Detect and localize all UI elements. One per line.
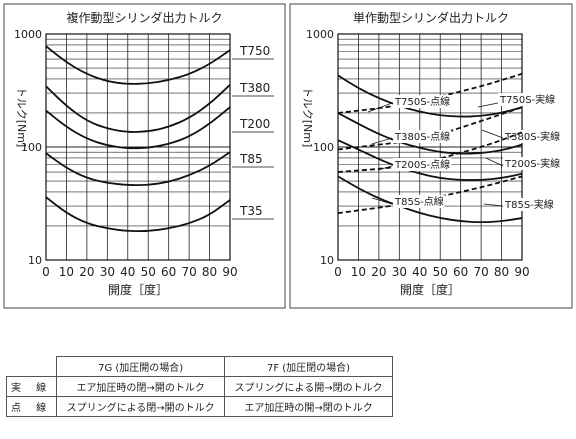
series-line xyxy=(337,175,523,224)
y-tick-label: 100 xyxy=(21,141,42,154)
table-cell: 実 線 xyxy=(5,376,58,397)
y-axis-label: トルク[Nm] xyxy=(301,87,314,148)
x-tick-label: 40 xyxy=(412,265,427,279)
table-cell: 点 線 xyxy=(5,396,58,417)
table-header-row: 7G (加圧開の場合) 7F (加圧閉の場合) xyxy=(6,356,393,377)
x-tick-label: 30 xyxy=(100,265,115,279)
series-label: T750S-実線 xyxy=(499,93,555,106)
label-background xyxy=(503,157,562,170)
series-label: T85S-実線 xyxy=(504,198,554,211)
series-leader-line xyxy=(485,157,504,167)
x-tick-label: 90 xyxy=(222,265,237,279)
plot-border xyxy=(337,33,523,261)
table-header-cell: 7F (加圧閉の場合) xyxy=(224,356,393,377)
table-cell: スプリングによる閉→開のトルク xyxy=(56,396,226,417)
y-tick-label: 10 xyxy=(28,254,42,267)
y-tick-label: 1000 xyxy=(306,28,334,41)
table-header-cell xyxy=(6,356,58,377)
label-background xyxy=(238,81,272,95)
series-label: T35 xyxy=(239,204,263,218)
series-label: T750 xyxy=(239,44,270,58)
x-tick-label: 50 xyxy=(141,265,156,279)
table-row: 実 線 エア加圧時の閉→開のトルク スプリングによる開→閉のトルク xyxy=(5,376,393,397)
label-background xyxy=(238,44,272,58)
series-leader-line xyxy=(481,129,504,139)
series-line xyxy=(45,106,231,150)
y-tick-label: 1000 xyxy=(14,28,42,41)
chart-title: 複作動型シリンダ出力トルク xyxy=(66,10,222,25)
series-label: T200S-点線 xyxy=(394,158,450,171)
series-label: T200 xyxy=(239,117,270,131)
x-tick-label: 40 xyxy=(120,265,135,279)
table-cell: エア加圧時の閉→開のトルク xyxy=(56,376,226,397)
label-background xyxy=(498,93,557,106)
plot-border xyxy=(45,33,231,261)
x-tick-label: 0 xyxy=(42,265,50,279)
label-background xyxy=(238,152,264,166)
x-axis-label: 開度［度］ xyxy=(400,282,460,297)
table-row: 点 線 スプリングによる閉→開のトルク エア加圧時の開→閉のトルク xyxy=(5,396,393,417)
legend-table: 7G (加圧開の場合) 7F (加圧閉の場合) 実 線 エア加圧時の閉→開のトル… xyxy=(5,356,393,417)
x-tick-label: 80 xyxy=(494,265,509,279)
table-cell: エア加圧時の開→閉のトルク xyxy=(224,396,393,417)
label-background xyxy=(393,158,452,171)
x-tick-label: 70 xyxy=(181,265,196,279)
chart-title: 単作動型シリンダ出力トルク xyxy=(353,10,509,25)
series-line xyxy=(337,139,523,181)
table-header-cell: 7G (加圧開の場合) xyxy=(56,356,226,377)
series-leader-line xyxy=(477,102,499,108)
label-background xyxy=(238,204,264,218)
chart-frame xyxy=(3,3,286,309)
x-tick-label: 20 xyxy=(79,265,94,279)
label-background xyxy=(393,195,445,208)
label-background xyxy=(393,130,452,143)
x-tick-label: 30 xyxy=(392,265,407,279)
series-leader-line xyxy=(377,165,393,171)
series-leader-line xyxy=(371,197,393,205)
series-label: T200S-実線 xyxy=(504,157,560,170)
series-label: T85S-点線 xyxy=(394,195,444,208)
y-axis-label: トルク[Nm] xyxy=(15,87,28,148)
x-tick-label: 10 xyxy=(351,265,366,279)
x-tick-label: 80 xyxy=(202,265,217,279)
x-tick-label: 90 xyxy=(514,265,529,279)
series-leader-line xyxy=(367,102,393,113)
series-leader-line xyxy=(371,137,393,145)
y-tick-label: 10 xyxy=(320,254,334,267)
series-label: T380S-点線 xyxy=(394,130,450,143)
series-leader-line xyxy=(483,203,504,207)
series-line xyxy=(45,151,231,187)
x-tick-label: 70 xyxy=(473,265,488,279)
series-line xyxy=(45,196,231,233)
series-line xyxy=(337,175,523,214)
series-line xyxy=(337,72,523,114)
label-background xyxy=(393,95,452,108)
table-cell: スプリングによる開→閉のトルク xyxy=(224,376,393,397)
x-tick-label: 50 xyxy=(433,265,448,279)
x-tick-label: 60 xyxy=(453,265,468,279)
series-label: T85 xyxy=(239,152,263,166)
label-background xyxy=(238,117,272,131)
x-tick-label: 10 xyxy=(59,265,74,279)
y-tick-label: 100 xyxy=(313,141,334,154)
x-tick-label: 0 xyxy=(334,265,342,279)
x-tick-label: 20 xyxy=(371,265,386,279)
series-label: T750S-点線 xyxy=(394,95,450,108)
series-line xyxy=(337,74,523,118)
series-line xyxy=(45,45,231,85)
label-background xyxy=(503,198,555,211)
chart-frame xyxy=(289,3,573,309)
x-axis-label: 開度［度］ xyxy=(108,282,168,297)
series-line xyxy=(45,84,231,133)
series-line xyxy=(337,112,523,155)
series-label: T380 xyxy=(239,81,270,95)
x-tick-label: 60 xyxy=(161,265,176,279)
